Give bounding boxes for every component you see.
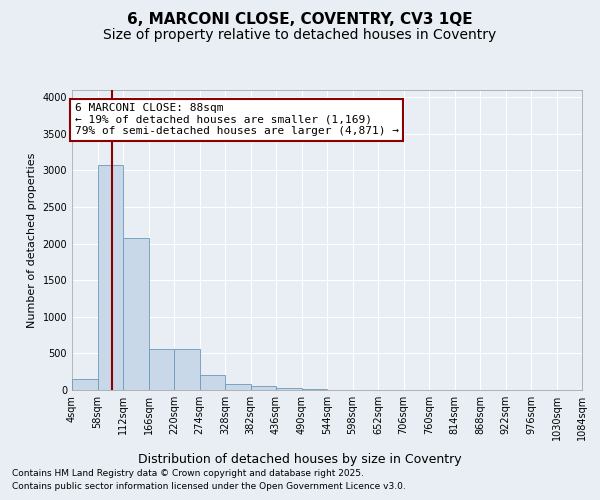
Bar: [149, 349, 174, 390]
Text: 6, MARCONI CLOSE, COVENTRY, CV3 1QE: 6, MARCONI CLOSE, COVENTRY, CV3 1QE: [127, 12, 473, 28]
Bar: [225, 384, 251, 390]
Text: Distribution of detached houses by size in Coventry: Distribution of detached houses by size …: [138, 452, 462, 466]
Bar: [97, 164, 123, 390]
Bar: [72, 379, 97, 390]
Bar: [276, 388, 302, 390]
Text: 6 MARCONI CLOSE: 88sqm
← 19% of detached houses are smaller (1,169)
79% of semi-: 6 MARCONI CLOSE: 88sqm ← 19% of detached…: [75, 103, 399, 136]
Text: Contains HM Land Registry data © Crown copyright and database right 2025.: Contains HM Land Registry data © Crown c…: [12, 468, 364, 477]
Bar: [251, 386, 276, 390]
Y-axis label: Number of detached properties: Number of detached properties: [27, 152, 37, 328]
Bar: [123, 238, 149, 390]
Bar: [200, 375, 225, 390]
Text: Size of property relative to detached houses in Coventry: Size of property relative to detached ho…: [103, 28, 497, 42]
Text: Contains public sector information licensed under the Open Government Licence v3: Contains public sector information licen…: [12, 482, 406, 491]
Bar: [174, 349, 199, 390]
